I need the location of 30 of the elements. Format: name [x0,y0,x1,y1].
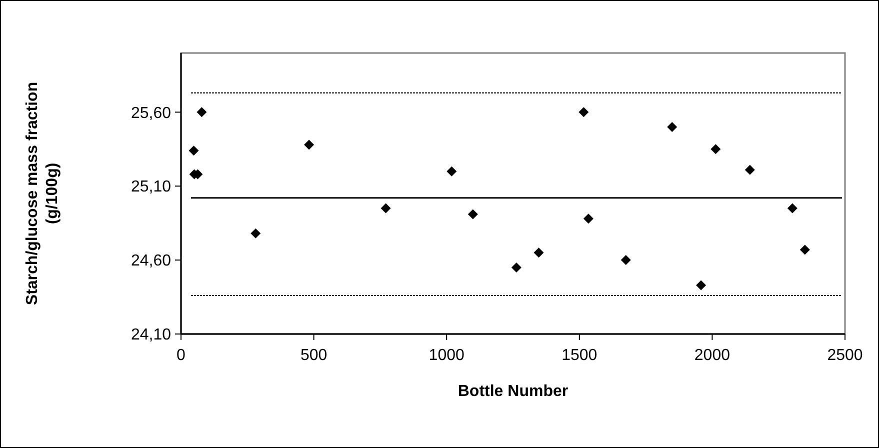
point [380,203,391,214]
point [250,228,261,238]
point [696,280,706,290]
y-tick-label: 25,10 [130,178,172,196]
y-tick-label: 25,60 [130,104,172,122]
x-axis-title: Bottle Number [458,383,568,400]
y-axis-title: Starch/glucose mass fraction (g/100g) [24,82,61,306]
point [583,214,594,224]
x-tick-label: 2000 [694,347,730,364]
point [468,209,478,220]
point [667,122,678,132]
point [744,164,755,175]
point [620,255,631,266]
point [196,107,207,118]
y-tick-label: 24,60 [130,252,172,270]
x-tick-label: 500 [300,347,328,364]
point [578,107,589,118]
point [534,248,544,258]
point [800,244,810,255]
y-tick-label: 24,10 [130,326,172,344]
point [188,146,199,156]
point [304,140,314,150]
x-tick-label: 1500 [562,347,598,364]
point [446,166,457,176]
point [511,262,522,272]
x-tick-label: 2500 [827,347,863,364]
point [787,203,798,214]
point [710,144,721,154]
x-tick-label: 1000 [428,347,464,364]
x-tick-label: 0 [176,347,186,364]
